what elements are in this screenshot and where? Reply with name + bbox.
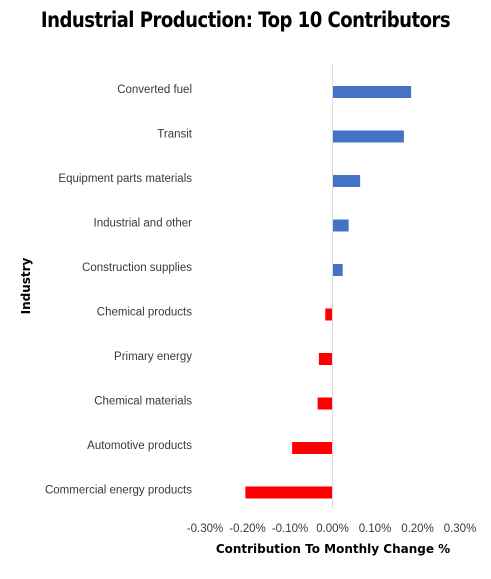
x-tick-label: 0.00% [316,523,349,535]
category-label: Converted fuel [117,84,192,96]
x-tick-label: 0.30% [444,523,477,535]
category-labels: Converted fuel Transit Equipment parts mat… [45,84,193,497]
x-tick-labels: -0.30% -0.20% -0.10% 0.00% 0.10% 0.20% 0.30% [187,523,477,535]
bar [325,308,333,321]
bar [332,264,343,276]
category-label: Transit [157,129,193,141]
x-tick-label: -0.10% [272,523,308,535]
bar [332,219,349,232]
category-label: Industrial and other [94,218,193,230]
x-tick-label: 0.10% [359,523,392,535]
bar [292,442,333,454]
bars-group [245,86,412,499]
category-label: Equipment parts materials [58,173,192,185]
category-label: Automotive products [87,440,192,452]
category-label: Chemical materials [94,396,192,408]
category-label: Construction supplies [82,262,192,274]
x-axis-title: Contribution To Monthly Change % [216,542,450,556]
bar [332,86,412,98]
bar [332,175,361,187]
category-label: Primary energy [114,351,192,363]
category-label: Commercial energy products [45,485,192,497]
bar [245,486,333,499]
x-tick-label: -0.30% [187,523,223,535]
bar [318,353,333,365]
x-tick-label: 0.20% [401,523,434,535]
bar [317,397,333,410]
y-axis-title: Industry [19,257,33,314]
x-tick-label: -0.20% [229,523,265,535]
chart-title: Industrial Production: Top 10 Contributo… [40,8,451,32]
bar [332,130,404,143]
category-label: Chemical products [97,307,192,319]
